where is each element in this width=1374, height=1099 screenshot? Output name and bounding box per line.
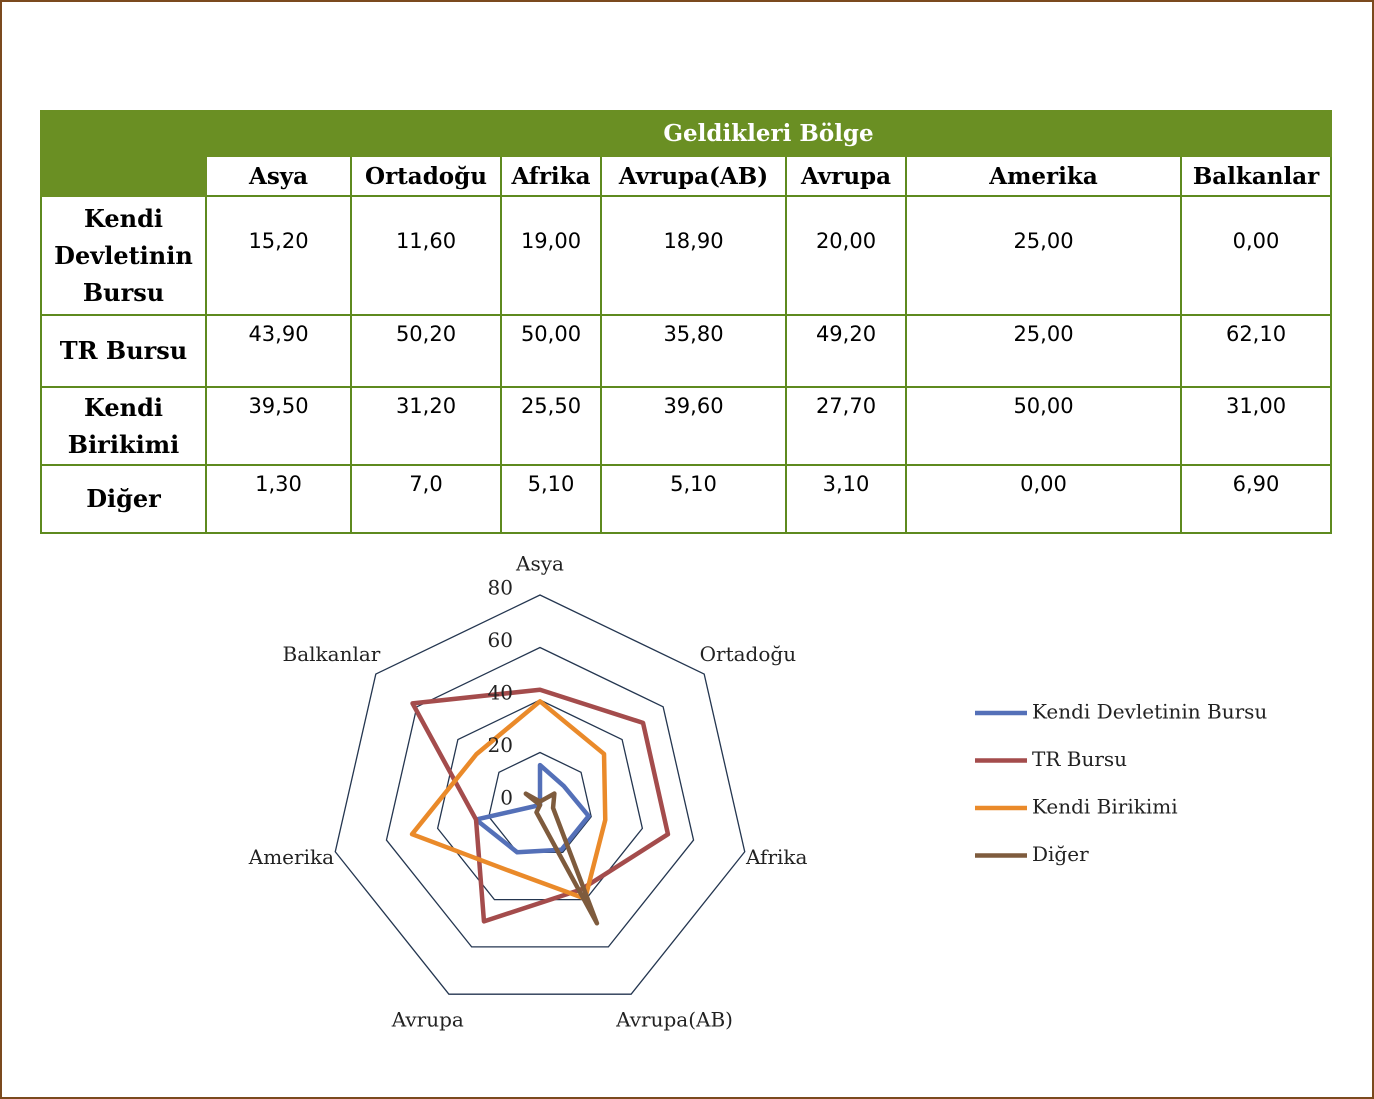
series-line — [410, 687, 671, 924]
legend-label: Kendi Birikimi — [1032, 795, 1178, 819]
cell: 0,00 — [905, 464, 1182, 534]
cell: 1,30 — [205, 464, 352, 534]
row-label: TR Bursu — [40, 314, 207, 388]
row-label: Kendi Devletinin Bursu — [40, 195, 207, 316]
cell: 25,50 — [500, 386, 602, 466]
cell: 43,90 — [205, 314, 352, 388]
cell: 62,10 — [1179, 314, 1333, 388]
r-tick-label: 20 — [488, 733, 513, 757]
axis-label: Amerika — [248, 845, 334, 869]
axis-label: Balkanlar — [283, 642, 381, 666]
legend-label: Diğer — [1032, 842, 1089, 866]
cell: 15,20 — [205, 195, 352, 316]
axis-label: Avrupa — [391, 1008, 464, 1032]
table-row: Kendi Birikimi 39,50 31,20 25,50 39,60 27,70 5… — [40, 386, 1333, 466]
axis-label: Asya — [515, 552, 564, 576]
cell: 35,80 — [600, 314, 787, 388]
cell: 50,00 — [500, 314, 602, 388]
cell: 50,00 — [905, 386, 1182, 466]
cell: 49,20 — [785, 314, 907, 388]
r-tick-label: 60 — [488, 628, 513, 652]
grid-ring — [385, 646, 695, 948]
cell: 31,20 — [350, 386, 502, 466]
series-line — [523, 791, 600, 926]
cell: 19,00 — [500, 195, 602, 316]
column-header: Avrupa(AB) — [600, 155, 787, 197]
column-header: Asya — [205, 155, 352, 197]
r-tick-label: 80 — [488, 576, 513, 600]
r-tick-label: 40 — [488, 681, 513, 705]
cell: 50,20 — [350, 314, 502, 388]
cell: 18,90 — [600, 195, 787, 316]
cell: 25,00 — [905, 314, 1182, 388]
column-header: Afrika — [500, 155, 602, 197]
cell: 3,10 — [785, 464, 907, 534]
cell: 5,10 — [500, 464, 602, 534]
row-label: Kendi Birikimi — [40, 386, 207, 466]
series-line — [473, 762, 591, 855]
table-row: Diğer 1,30 7,0 5,10 5,10 3,10 0,00 6,90 — [40, 464, 1333, 534]
axis-label: Ortadoğu — [700, 642, 797, 666]
cell: 11,60 — [350, 195, 502, 316]
grid-ring — [436, 699, 644, 901]
column-header: Ortadoğu — [350, 155, 502, 197]
table-row: Kendi Devletinin Bursu 15,20 11,60 19,00 18,… — [40, 195, 1333, 316]
legend-label: TR Bursu — [1032, 747, 1127, 771]
cell: 20,00 — [785, 195, 907, 316]
cell: 0,00 — [1179, 195, 1333, 316]
cell: 5,10 — [600, 464, 787, 534]
cell: 7,0 — [350, 464, 502, 534]
cell: 6,90 — [1179, 464, 1333, 534]
axis-label: Afrika — [745, 845, 808, 869]
cell: 27,70 — [785, 386, 907, 466]
legend-label: Kendi Devletinin Bursu — [1032, 700, 1267, 724]
column-header: Balkanlar — [1179, 155, 1333, 197]
cell: 31,00 — [1179, 386, 1333, 466]
cell: 39,60 — [600, 386, 787, 466]
row-label: Diğer — [40, 464, 207, 534]
data-table: Geldikleri Bölge Asya Ortadoğu Afrika Avrup… — [40, 110, 1333, 534]
group-header: Geldikleri Bölge — [204, 110, 1333, 157]
r-tick-label: 0 — [500, 786, 513, 810]
cell: 25,00 — [905, 195, 1182, 316]
table-row: TR Bursu 43,90 50,20 50,00 35,80 49,20 25,00 62… — [40, 314, 1333, 388]
column-header: Amerika — [905, 155, 1182, 197]
series-line — [409, 699, 608, 901]
corner-cell — [40, 110, 207, 197]
grid-ring — [334, 594, 746, 995]
column-header: Avrupa — [785, 155, 907, 197]
axis-label: Avrupa(AB) — [615, 1008, 733, 1032]
cell: 39,50 — [205, 386, 352, 466]
